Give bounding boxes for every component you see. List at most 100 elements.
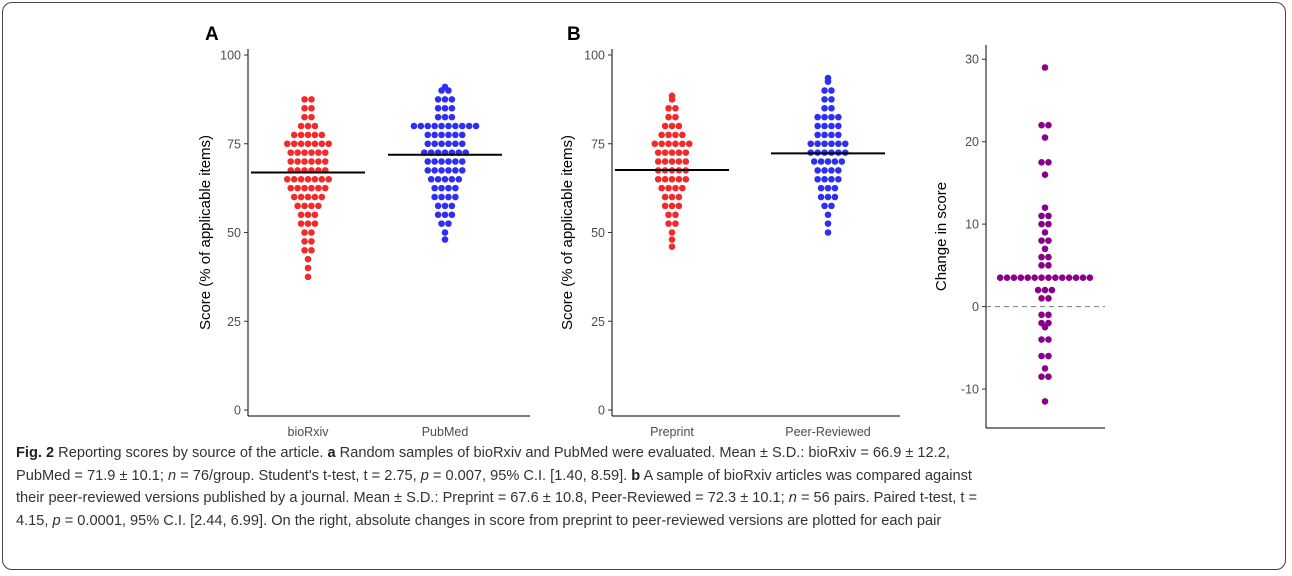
y-tick-label: 25 [227, 315, 241, 329]
data-point [318, 193, 326, 201]
data-point [838, 158, 846, 165]
data-point [1041, 398, 1049, 405]
data-point [661, 175, 669, 183]
data-point [807, 140, 815, 148]
data-point [452, 131, 459, 139]
data-point [458, 158, 466, 165]
data-point [434, 175, 442, 183]
data-point [672, 184, 679, 192]
data-point [668, 202, 676, 210]
data-point [824, 74, 832, 82]
data-point [434, 202, 442, 210]
data-point [318, 140, 326, 148]
data-point [814, 167, 821, 174]
data-point [434, 113, 442, 121]
data-point [1017, 274, 1025, 282]
data-point [308, 229, 315, 236]
data-point [821, 167, 828, 174]
y-tick-label: 75 [591, 137, 605, 151]
data-point [304, 175, 312, 183]
data-point [654, 149, 662, 156]
data-point [1038, 336, 1045, 343]
data-point [458, 140, 466, 148]
data-point [675, 158, 683, 165]
data-point [824, 220, 832, 227]
data-point [661, 193, 669, 201]
data-point [1038, 159, 1045, 166]
data-point [672, 211, 679, 219]
data-point [665, 113, 672, 121]
data-point [410, 122, 418, 130]
data-point [297, 220, 305, 227]
data-point [445, 184, 452, 192]
data-point [831, 158, 839, 165]
data-point [1045, 212, 1052, 220]
data-point [828, 96, 835, 103]
data-point [321, 149, 329, 156]
data-point [304, 211, 312, 219]
data-point [1045, 237, 1052, 244]
data-point [672, 104, 679, 112]
data-point [685, 140, 693, 148]
data-point [1045, 253, 1052, 261]
data-point [668, 158, 676, 165]
data-point [1045, 274, 1052, 282]
data-point [672, 131, 679, 139]
data-point [679, 131, 686, 139]
data-point [458, 167, 466, 174]
caption-fig-label: Fig. 2 [16, 445, 55, 461]
data-point [824, 158, 832, 165]
data-point [661, 149, 669, 156]
data-point [810, 158, 818, 165]
data-point [1041, 286, 1049, 294]
data-point [287, 149, 295, 156]
data-point [452, 184, 459, 192]
x-tick-label: Peer-Reviewed [785, 425, 871, 439]
data-point [438, 184, 445, 192]
data-point [311, 140, 319, 148]
data-point [814, 140, 821, 148]
data-point [828, 140, 835, 148]
data-point [297, 140, 305, 148]
data-point [828, 122, 835, 130]
data-point [1045, 319, 1052, 327]
data-point [682, 158, 690, 165]
data-point [1045, 336, 1052, 343]
data-point [1041, 204, 1049, 211]
data-point [821, 96, 828, 103]
data-point [304, 131, 312, 139]
data-point [458, 131, 466, 139]
data-point [321, 184, 329, 192]
y-tick-label: 20 [965, 135, 979, 149]
data-point [1065, 274, 1073, 282]
data-point [445, 122, 452, 130]
data-point [1038, 262, 1045, 269]
data-point [448, 96, 456, 103]
caption-panel-a-text: Random samples of bioRxiv and PubMed wer… [339, 445, 950, 461]
data-point [1048, 286, 1056, 294]
caption-panel-a-marker: a [327, 445, 336, 461]
data-point [448, 104, 456, 112]
data-point [308, 238, 315, 245]
data-point [448, 211, 456, 219]
y-tick-label: 100 [584, 49, 605, 63]
data-point [661, 122, 669, 130]
y-tick-label: 0 [234, 404, 241, 418]
caption-panel-b-text: A sample of bioRxiv articles was compare… [643, 467, 972, 484]
data-point [658, 131, 665, 139]
data-point [672, 220, 679, 227]
y-tick-label: 30 [965, 53, 979, 67]
data-point [431, 122, 438, 130]
data-point [290, 140, 298, 148]
data-point [301, 202, 308, 210]
data-point [441, 104, 449, 112]
caption-line-4: 4.15, p = 0.0001, 95% C.I. [2.44, 6.99].… [16, 510, 1278, 533]
data-point [828, 167, 835, 174]
data-point [301, 184, 308, 192]
data-point [668, 122, 676, 130]
data-point [304, 273, 312, 281]
x-tick-label: bioRxiv [288, 425, 330, 439]
x-tick-label: PubMed [422, 425, 469, 439]
y-tick-label: 0 [972, 300, 979, 314]
